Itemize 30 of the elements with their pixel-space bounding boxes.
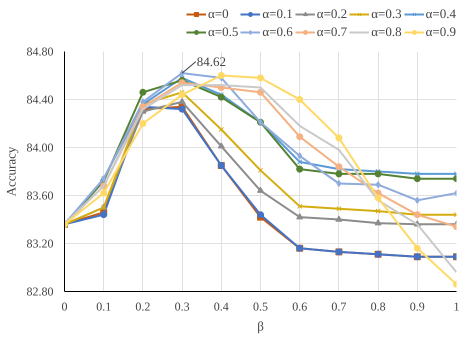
y-tick-label: 84.40 bbox=[26, 92, 54, 106]
x-tick-label: 0.9 bbox=[410, 300, 425, 314]
legend-label: α=0.7 bbox=[316, 24, 348, 40]
y-tick-label: 84.00 bbox=[26, 140, 54, 154]
y-axis-title: Accuracy bbox=[4, 146, 18, 196]
y-tick-label: 84.80 bbox=[26, 44, 54, 58]
x-tick-label: 0.7 bbox=[331, 300, 346, 314]
legend-label: α=0.8 bbox=[371, 24, 402, 40]
x-tick-label: 0.5 bbox=[253, 300, 268, 314]
y-tick-label: 83.60 bbox=[26, 188, 54, 202]
legend-label: α=0.9 bbox=[426, 24, 456, 40]
x-tick-label: 0.8 bbox=[370, 300, 386, 314]
annotation: 84.62 bbox=[196, 54, 226, 69]
legend-label: α=0.3 bbox=[371, 6, 402, 22]
y-tick-label: 83.20 bbox=[26, 236, 54, 250]
x-tick-label: 0.4 bbox=[214, 300, 229, 314]
legend-label: α=0.1 bbox=[262, 6, 293, 22]
x-tick-label: 1 bbox=[454, 300, 460, 314]
x-tick-label: 0.1 bbox=[96, 300, 112, 314]
x-tick-label: 0.3 bbox=[174, 300, 190, 314]
legend-label: α=0 bbox=[208, 6, 229, 22]
legend-label: α=0.4 bbox=[426, 6, 456, 22]
y-tick-label: 82.80 bbox=[26, 284, 54, 298]
legend-label: α=0.5 bbox=[208, 24, 238, 40]
legend-label: α=0.2 bbox=[316, 6, 348, 22]
x-tick-label: 0.2 bbox=[135, 300, 150, 314]
x-tick-label: 0 bbox=[62, 300, 68, 314]
x-axis-title: β bbox=[257, 318, 264, 334]
legend-label: α=0.6 bbox=[262, 24, 293, 40]
x-tick-label: 0.6 bbox=[292, 300, 308, 314]
